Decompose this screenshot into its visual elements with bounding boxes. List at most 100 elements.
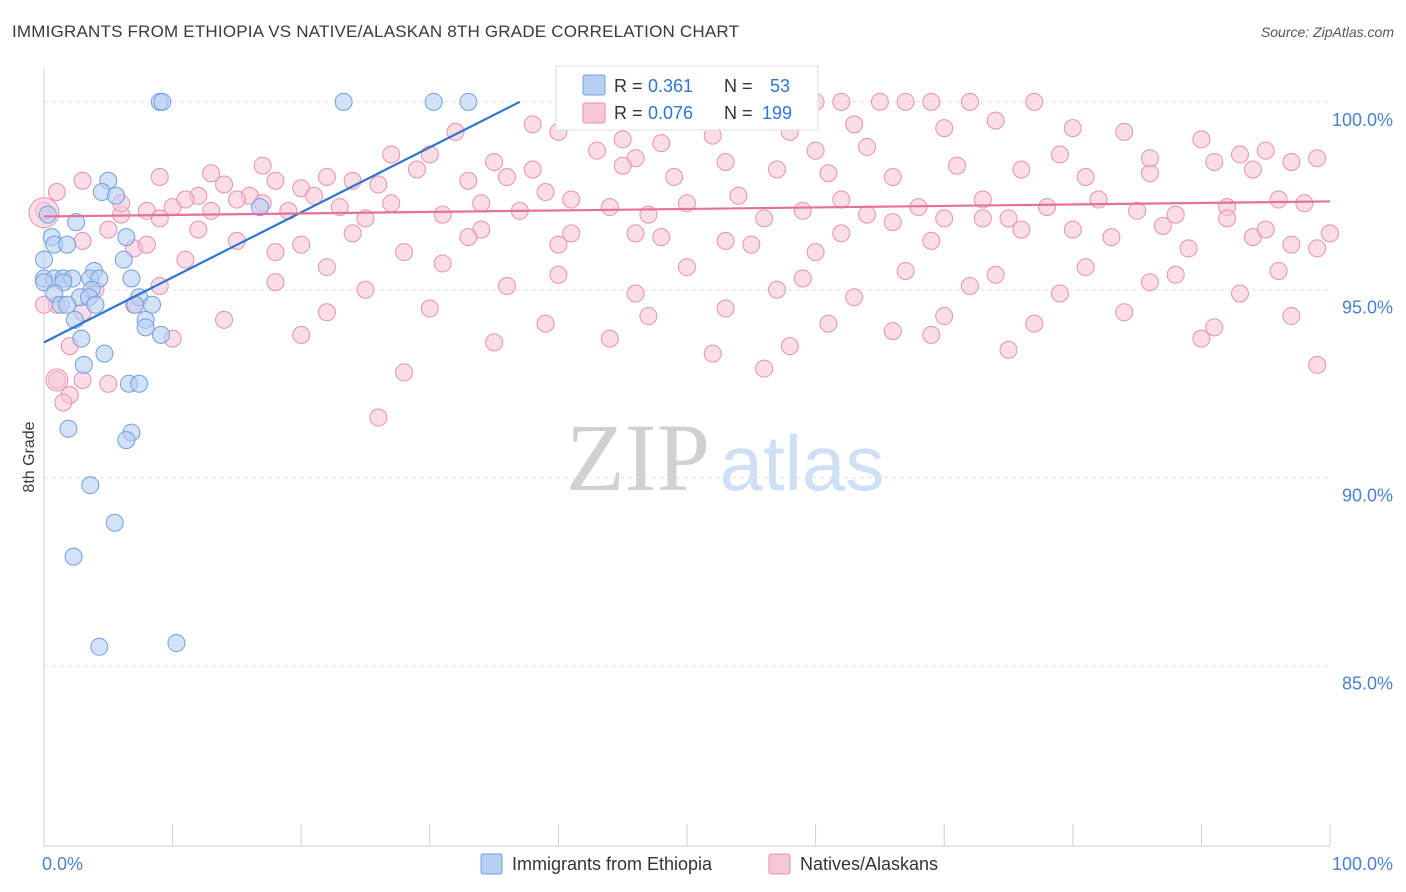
natives-point (678, 258, 696, 277)
ethiopia-point (153, 92, 172, 111)
ethiopia-point (38, 205, 57, 224)
natives-point (1205, 318, 1224, 337)
natives-point (1295, 194, 1314, 213)
ethiopia-point (105, 513, 124, 532)
natives-point (343, 224, 362, 243)
natives-point (896, 92, 915, 111)
ethiopia-point (152, 325, 171, 344)
natives-point (292, 235, 311, 254)
natives-point (215, 310, 234, 329)
natives-point (317, 167, 336, 186)
natives-point (99, 220, 118, 239)
natives-point (716, 152, 735, 171)
natives-point (356, 209, 375, 228)
natives-point (832, 190, 851, 209)
natives-point (1205, 152, 1224, 171)
stats-n-label: N = (724, 103, 753, 123)
natives-point (54, 393, 73, 412)
natives-point (639, 307, 658, 326)
ethiopia-point (67, 213, 86, 232)
watermark-zip: ZIP (566, 404, 710, 511)
natives-point (1076, 258, 1095, 277)
natives-point (652, 134, 671, 153)
natives-point (1308, 239, 1327, 258)
natives-point (716, 231, 735, 250)
grid (44, 101, 1330, 667)
natives-point (485, 152, 504, 171)
natives-point (1256, 220, 1275, 239)
natives-point (883, 213, 902, 232)
natives-point (433, 254, 452, 273)
natives-point (215, 175, 234, 194)
natives-point (626, 224, 645, 243)
natives-point (356, 280, 375, 299)
ethiopia-point (117, 228, 136, 247)
natives-point (150, 167, 169, 186)
natives-trend-line (43, 200, 1331, 218)
natives-point (1140, 149, 1159, 168)
natives-point (896, 261, 915, 280)
natives-point (189, 220, 208, 239)
ethiopia-point (81, 476, 100, 495)
ethiopia-point (64, 547, 83, 566)
stats-r-label: R = (614, 103, 643, 123)
natives-point (1025, 314, 1044, 333)
natives-point (395, 363, 414, 382)
natives-point (1025, 92, 1044, 111)
natives-point (870, 92, 889, 111)
y-tick-labels: 100.0% 95.0% 90.0% 85.0% (1332, 110, 1393, 694)
natives-point (755, 209, 774, 228)
natives-point (330, 198, 349, 217)
natives-point (948, 156, 967, 175)
natives-point (973, 190, 992, 209)
natives-point (1192, 329, 1211, 348)
natives-point (832, 92, 851, 111)
natives-point (382, 194, 401, 213)
natives-point (1102, 228, 1121, 247)
ethiopia-point (122, 269, 141, 288)
natives-point (562, 190, 581, 209)
natives-point (716, 299, 735, 318)
natives-point (973, 209, 992, 228)
natives-point (1269, 261, 1288, 280)
ethiopia-point (90, 637, 109, 656)
natives-point (960, 276, 979, 295)
x-tick-labels: 0.0% 100.0% (42, 854, 1393, 874)
natives-point (845, 115, 864, 134)
natives-point (266, 273, 285, 292)
natives-point (549, 235, 568, 254)
x-tick-label: 0.0% (42, 854, 83, 874)
natives-point (369, 175, 388, 194)
natives-point (176, 250, 195, 269)
stats-n-value: 199 (762, 103, 792, 123)
watermark: ZIP atlas (566, 404, 884, 511)
natives-point (780, 337, 799, 356)
natives-point (73, 370, 92, 389)
natives-point (935, 119, 954, 138)
natives-point (1282, 152, 1301, 171)
natives-point (922, 92, 941, 111)
natives-point (485, 333, 504, 352)
natives-point (420, 299, 439, 318)
natives-point (317, 258, 336, 277)
natives-point (317, 303, 336, 322)
natives-point (1218, 209, 1237, 228)
natives-point (1140, 273, 1159, 292)
natives-point (678, 194, 696, 213)
natives-point (729, 186, 748, 205)
natives-point (1166, 205, 1185, 224)
natives-point (73, 231, 92, 250)
stats-r-value: 0.361 (648, 76, 693, 96)
natives-point (459, 171, 478, 190)
legend-label-natives: Natives/Alaskans (800, 854, 938, 874)
natives-point (176, 190, 195, 209)
natives-point (1115, 122, 1134, 141)
natives-point (472, 194, 491, 213)
ethiopia-point (143, 295, 162, 314)
natives-point (1050, 284, 1069, 303)
natives-point (536, 183, 555, 202)
natives-point (73, 171, 92, 190)
natives-point (883, 167, 902, 186)
natives-point (922, 231, 941, 250)
